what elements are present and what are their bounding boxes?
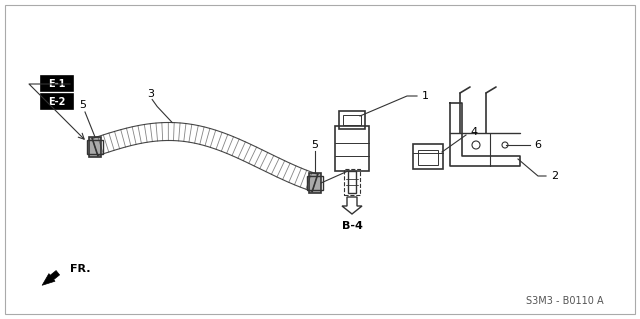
Bar xyxy=(413,144,443,169)
Text: S3M3 - B0110 A: S3M3 - B0110 A xyxy=(526,296,604,306)
Bar xyxy=(348,171,356,193)
Text: 5: 5 xyxy=(79,100,86,110)
Polygon shape xyxy=(342,197,362,214)
Bar xyxy=(89,137,101,157)
Text: E-1: E-1 xyxy=(48,79,66,89)
Text: 6: 6 xyxy=(534,140,541,150)
Bar xyxy=(307,176,323,190)
Text: B-4: B-4 xyxy=(342,221,362,231)
Bar xyxy=(344,169,360,195)
Text: 2: 2 xyxy=(551,171,558,181)
Text: 4: 4 xyxy=(470,127,477,137)
FancyArrowPatch shape xyxy=(42,271,60,285)
Bar xyxy=(339,111,365,129)
Bar xyxy=(41,76,73,91)
Bar xyxy=(418,150,438,165)
Text: 5: 5 xyxy=(312,140,319,150)
Bar xyxy=(41,94,73,109)
Text: 3: 3 xyxy=(147,89,154,99)
Text: FR.: FR. xyxy=(70,264,90,274)
Text: E-2: E-2 xyxy=(48,97,66,107)
Bar xyxy=(343,115,361,125)
Text: 1: 1 xyxy=(422,91,429,101)
Bar xyxy=(87,140,103,154)
Bar xyxy=(335,126,369,171)
Bar xyxy=(309,173,321,193)
